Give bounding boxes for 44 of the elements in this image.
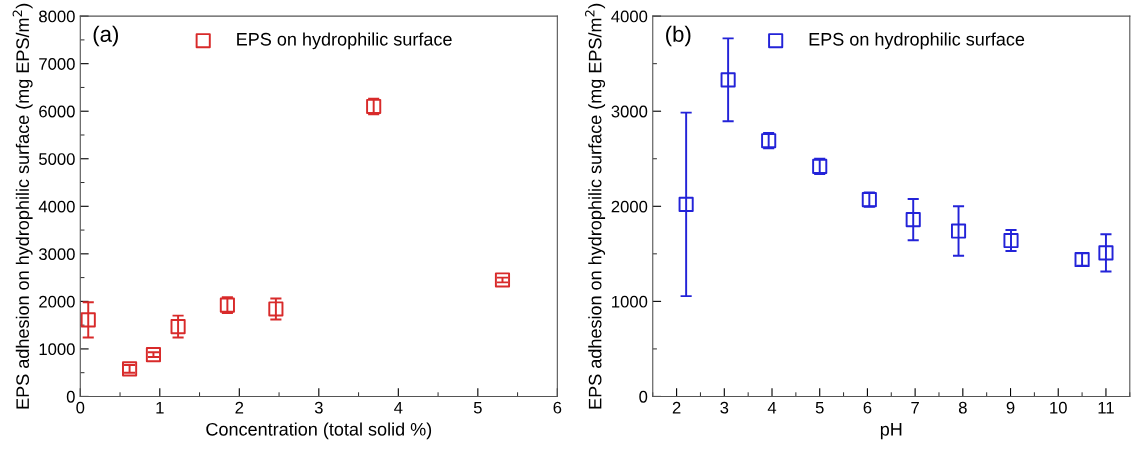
y-tick-label: 3000 [611, 105, 648, 118]
y-tick-label: 1000 [612, 295, 648, 308]
annotation: (a) [93, 25, 118, 47]
x-tick-label: 2 [235, 401, 244, 414]
y-tick-label: 6000 [39, 105, 75, 118]
y-tick-label: 5000 [39, 153, 75, 165]
x-tick-label: 9 [1006, 401, 1015, 414]
x-tick-label: 3 [314, 401, 323, 414]
x-tick-label: 0 [76, 401, 85, 414]
y-axis-title: EPS adhesion on hydrophilic surface (mg EPS/m$^{2}$) [12, 3, 33, 409]
point [268, 301, 284, 317]
x-tick-label: 5 [815, 401, 824, 414]
x-tick-label: 6 [863, 401, 872, 414]
x-tick-label: 4 [394, 401, 403, 414]
point [494, 272, 511, 288]
y-tick-label: 4000 [38, 200, 75, 213]
x-tick-label: 3 [720, 401, 729, 414]
x-axis-title: pH [880, 423, 902, 440]
x-axis-title: Concentration (total solid %) [206, 422, 432, 440]
x-tick-label: 1 [156, 401, 164, 414]
y-tick-label: 1000 [39, 343, 75, 356]
y-tick-label: 3000 [38, 248, 75, 261]
point [145, 347, 161, 363]
x-tick-label: 5 [473, 401, 482, 414]
y-tick-label: 7000 [39, 58, 75, 70]
x-tick-label: 6 [553, 401, 562, 414]
y-tick-label: 8000 [39, 10, 75, 23]
legend-label: EPS on hydrophilic surface [809, 32, 1025, 50]
y-tick-label: 2000 [611, 200, 648, 213]
y-tick-label: 2000 [39, 295, 75, 308]
y-tick-label: 4000 [611, 10, 648, 23]
point [80, 312, 96, 328]
x-tick-label: 11 [1098, 401, 1114, 414]
point [170, 319, 186, 335]
x-tick-label: 10 [1050, 401, 1067, 414]
x-tick-label: 7 [911, 401, 919, 414]
x-tick-label: 2 [672, 401, 681, 414]
annotation: (b) [666, 25, 691, 47]
y-axis-title: EPS adhesion on hydrophilic surface (mg EPS/m$^{2}$) [585, 3, 606, 409]
legend-label: EPS on hydrophilic surface [237, 32, 452, 50]
y-tick-label: 0 [66, 390, 75, 403]
y-tick-label: 0 [639, 390, 648, 403]
x-tick-label: 8 [958, 401, 967, 414]
x-tick-label: 4 [767, 401, 777, 414]
